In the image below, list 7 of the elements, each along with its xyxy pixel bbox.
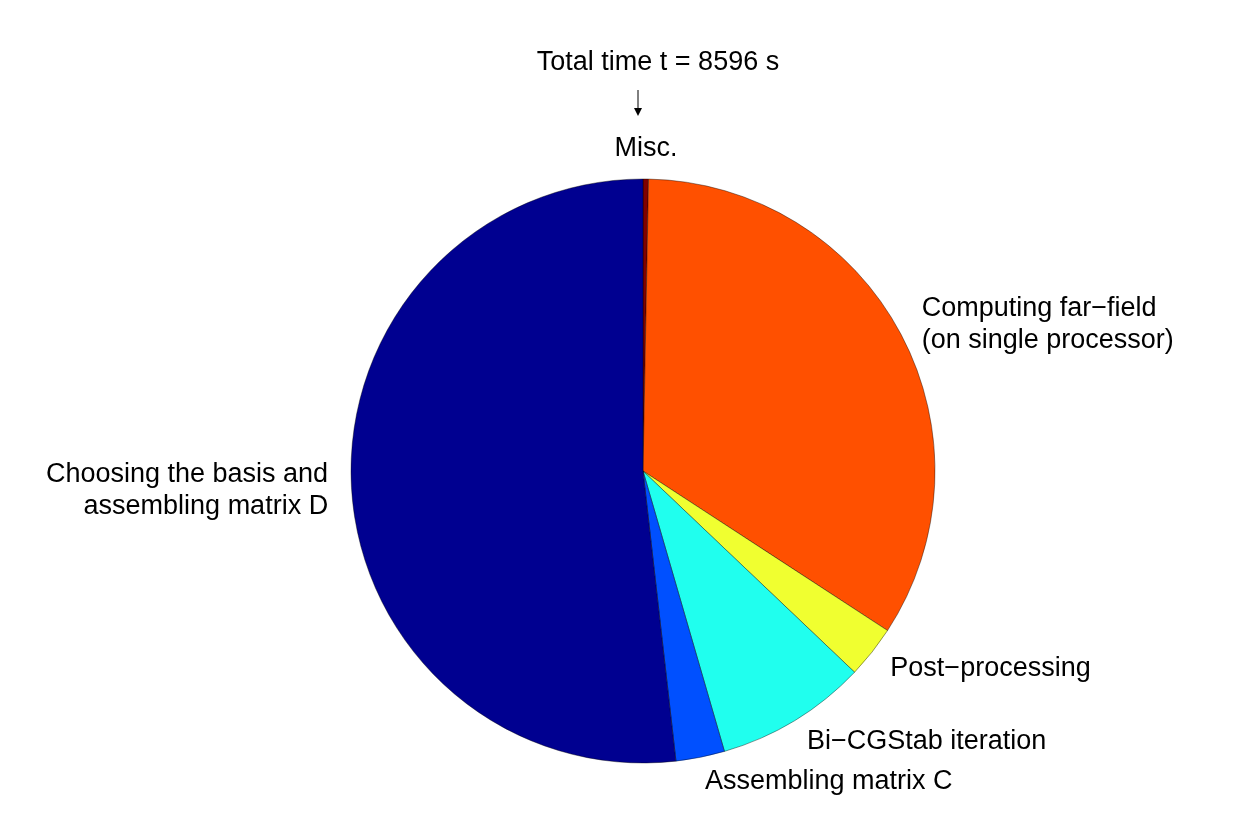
slice-label: Bi−CGStab iteration: [806, 725, 1047, 756]
chart-title: Total time t = 8596 s: [535, 46, 781, 77]
slice-label: Choosing the basis and assembling matrix D: [45, 457, 329, 520]
legend-label: Misc.: [614, 131, 678, 162]
slice-label: Computing far−field (on single processor): [921, 292, 1174, 355]
slice-label: Assembling matrix C: [705, 765, 953, 796]
slice-label: Post−processing: [890, 651, 1091, 682]
